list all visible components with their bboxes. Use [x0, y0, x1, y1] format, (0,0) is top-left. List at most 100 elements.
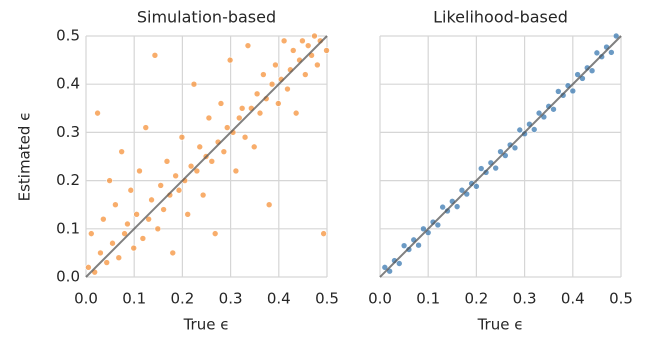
- point: [163, 158, 171, 165]
- point: [130, 244, 138, 252]
- point: [220, 148, 228, 155]
- point: [268, 80, 276, 88]
- point: [241, 133, 249, 141]
- point: [256, 109, 264, 117]
- point: [289, 47, 297, 54]
- point: [85, 264, 92, 271]
- point: [112, 201, 119, 208]
- point: [292, 109, 300, 117]
- y-tick-label: 0.3: [56, 123, 80, 141]
- point: [184, 211, 192, 218]
- point: [115, 254, 123, 262]
- point: [94, 109, 101, 117]
- point: [169, 249, 177, 257]
- x-tick-label: 0.2: [170, 290, 194, 308]
- point: [205, 114, 213, 122]
- point: [598, 53, 606, 61]
- point: [157, 182, 165, 189]
- point: [304, 42, 312, 49]
- point: [196, 143, 204, 151]
- point: [473, 183, 480, 190]
- point: [272, 61, 279, 69]
- point: [612, 32, 620, 40]
- point: [127, 186, 135, 194]
- y-axis-label: Estimated ϵ: [16, 112, 34, 202]
- x-tick-label: 0.1: [416, 290, 440, 308]
- point: [588, 67, 596, 75]
- point: [482, 169, 490, 176]
- x-tick-label: 0.3: [219, 290, 243, 308]
- point: [139, 235, 147, 242]
- point: [199, 191, 207, 199]
- point: [109, 239, 116, 247]
- point: [172, 172, 179, 180]
- x-tick-label: 0.3: [513, 290, 537, 308]
- x-tick-label: 0.5: [315, 290, 339, 308]
- x-axis-label: True ϵ: [477, 316, 524, 334]
- point: [151, 51, 159, 59]
- point: [458, 186, 466, 194]
- point: [121, 230, 128, 237]
- point: [226, 56, 234, 64]
- point: [320, 230, 327, 237]
- point: [497, 148, 504, 155]
- y-tick-label: 0.1: [56, 219, 80, 237]
- point: [284, 85, 291, 93]
- point: [535, 109, 543, 117]
- x-tick-label: 0.4: [267, 290, 291, 308]
- point: [106, 177, 113, 184]
- point: [395, 260, 403, 267]
- point: [516, 126, 524, 134]
- point: [142, 124, 150, 131]
- point: [275, 100, 282, 107]
- point: [232, 167, 240, 175]
- point: [235, 114, 243, 122]
- point: [253, 90, 261, 98]
- point: [511, 144, 519, 152]
- point: [302, 71, 309, 78]
- x-tick-label: 0.0: [74, 290, 98, 308]
- x-tick-label: 0.2: [464, 290, 488, 308]
- point: [211, 230, 219, 237]
- point: [492, 164, 499, 172]
- point: [187, 162, 195, 170]
- point: [208, 158, 216, 165]
- point: [238, 105, 246, 112]
- point: [223, 124, 231, 131]
- point: [244, 42, 252, 49]
- panel-title: Likelihood-based: [433, 8, 568, 27]
- point: [175, 186, 183, 194]
- x-tick-label: 0.0: [368, 290, 392, 308]
- point: [593, 49, 601, 57]
- point: [148, 196, 155, 204]
- point: [103, 259, 111, 266]
- x-tick-label: 0.1: [122, 290, 146, 308]
- point: [280, 37, 288, 45]
- point: [124, 220, 131, 228]
- point: [88, 230, 95, 237]
- point: [477, 165, 485, 172]
- point: [311, 32, 318, 40]
- point: [136, 167, 143, 175]
- point: [434, 221, 442, 229]
- point: [405, 246, 413, 253]
- point: [323, 47, 330, 54]
- point: [299, 37, 306, 45]
- y-tick-label: 0.5: [56, 27, 80, 45]
- x-tick-label: 0.5: [609, 290, 633, 308]
- point: [260, 71, 267, 78]
- point: [97, 249, 104, 257]
- x-axis-label: True ϵ: [183, 316, 230, 334]
- point: [193, 167, 201, 175]
- point: [439, 203, 446, 211]
- identity-line: [85, 35, 328, 278]
- point: [314, 61, 321, 69]
- point: [154, 225, 162, 233]
- point: [555, 88, 562, 95]
- point: [420, 225, 427, 233]
- point: [569, 87, 577, 95]
- point: [100, 215, 107, 223]
- identity-line: [379, 35, 622, 278]
- point: [145, 215, 152, 223]
- point: [133, 211, 140, 218]
